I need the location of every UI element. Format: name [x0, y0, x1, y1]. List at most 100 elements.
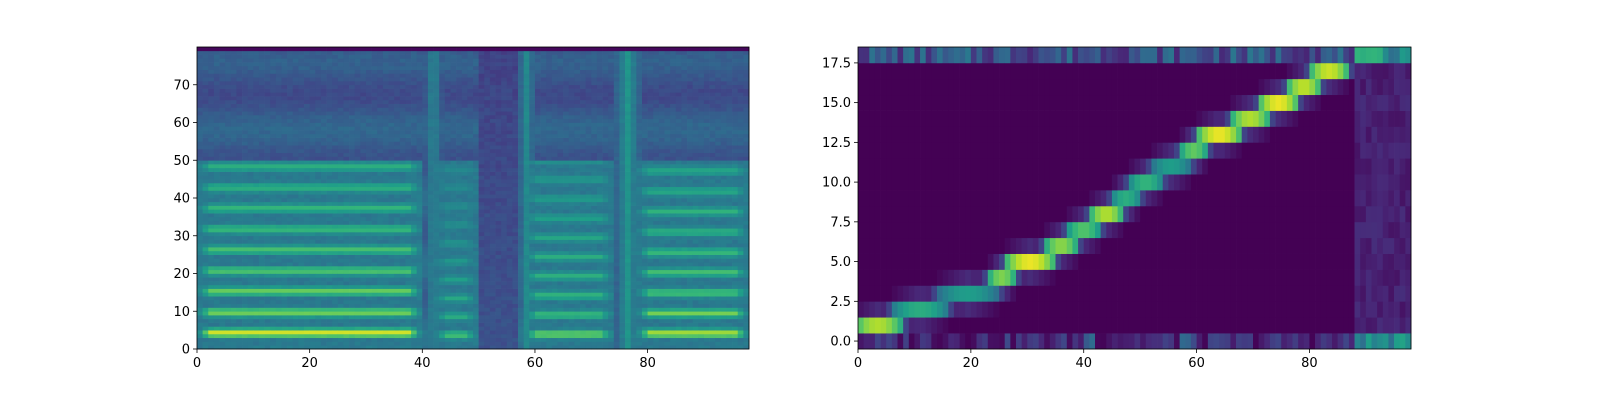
mel-cell — [225, 130, 232, 135]
mel-cell — [270, 333, 277, 339]
mel-cell — [219, 262, 226, 267]
mel-cell — [427, 84, 434, 89]
mel-cell — [242, 190, 249, 195]
mel-cell — [399, 284, 406, 289]
mel-cell — [354, 315, 361, 320]
mel-cell — [377, 205, 384, 210]
mel-cell — [433, 213, 440, 218]
mel-cell — [264, 54, 271, 59]
mel-cell — [461, 299, 468, 305]
mel-cell — [281, 107, 288, 112]
mel-cell — [484, 303, 491, 308]
mel-cell — [382, 130, 389, 135]
mel-cell — [411, 122, 418, 127]
mel-cell — [337, 262, 344, 267]
mel-cell — [281, 126, 288, 131]
mel-cell — [439, 326, 446, 331]
mel-cell — [473, 205, 479, 210]
mel-cell — [506, 265, 513, 271]
mel-cell — [230, 228, 237, 233]
mel-cell — [382, 80, 389, 86]
mel-cell — [309, 58, 316, 63]
mel-cell — [456, 299, 463, 305]
mel-cell — [456, 164, 463, 169]
mel-cell — [315, 73, 322, 78]
mel-cell — [304, 58, 310, 63]
mel-cell — [473, 114, 479, 120]
mel-cell — [444, 296, 451, 301]
mel-cell — [315, 284, 322, 289]
mel-cell — [258, 258, 265, 263]
mel-cell — [320, 179, 327, 184]
mel-cell — [309, 80, 316, 86]
mel-cell — [360, 224, 367, 229]
mel-cell — [382, 148, 389, 154]
mel-cell — [478, 47, 485, 52]
mel-cell — [264, 107, 271, 112]
mel-cell — [529, 133, 536, 138]
mel-cell — [354, 341, 361, 346]
mel-cell — [456, 118, 463, 123]
mel-cell — [411, 284, 418, 289]
mel-cell — [343, 77, 350, 82]
mel-cell — [320, 345, 327, 350]
mel-cell — [439, 292, 446, 297]
mel-cell — [399, 239, 406, 244]
mel-cell — [360, 73, 367, 78]
mel-cell — [450, 156, 457, 161]
mel-cell — [518, 148, 525, 154]
mel-cell — [405, 190, 412, 195]
mel-cell — [484, 299, 491, 305]
mel-cell — [315, 107, 322, 112]
mel-cell — [315, 160, 322, 165]
mel-cell — [422, 315, 429, 320]
mel-cell — [478, 130, 485, 135]
mel-cell — [219, 103, 226, 108]
mel-cell — [394, 141, 401, 146]
mel-cell — [230, 258, 237, 263]
mel-cell — [354, 262, 361, 267]
mel-cell — [540, 88, 547, 93]
mel-cell — [219, 77, 226, 82]
mel-cell — [326, 141, 333, 146]
mel-cell — [546, 326, 553, 331]
mel-cell — [287, 235, 294, 240]
mel-cell — [360, 77, 367, 82]
mel-cell — [253, 99, 260, 104]
mel-cell — [489, 175, 496, 180]
mel-cell — [354, 194, 361, 199]
mel-cell — [236, 205, 243, 210]
mel-cell — [473, 88, 479, 93]
mel-cell — [258, 111, 265, 116]
mel-cell — [304, 337, 310, 342]
mel-cell — [253, 111, 260, 116]
mel-cell — [394, 80, 401, 86]
mel-cell — [365, 254, 372, 259]
mel-cell — [270, 337, 277, 342]
mel-cell — [495, 152, 502, 157]
mel-cell — [247, 277, 254, 282]
mel-cell — [365, 258, 372, 263]
mel-cell — [349, 262, 356, 267]
mel-cell — [365, 273, 372, 278]
mel-cell — [456, 228, 463, 233]
mel-cell — [523, 152, 530, 157]
mel-cell — [365, 231, 372, 237]
mel-cell — [247, 250, 254, 255]
mel-cell — [275, 77, 282, 82]
mel-cell — [461, 326, 468, 331]
mel-cell — [495, 114, 502, 120]
mel-cell — [287, 171, 294, 176]
mel-cell — [253, 224, 260, 229]
mel-cell — [433, 84, 440, 89]
mel-cell — [529, 114, 536, 120]
mel-cell — [270, 190, 277, 195]
mel-cell — [242, 133, 249, 138]
mel-cell — [405, 318, 412, 323]
mel-cell — [433, 341, 440, 346]
mel-cell — [332, 148, 339, 154]
mel-cell — [208, 231, 215, 237]
mel-cell — [371, 190, 378, 195]
mel-cell — [467, 224, 474, 229]
mel-cell — [275, 62, 282, 67]
